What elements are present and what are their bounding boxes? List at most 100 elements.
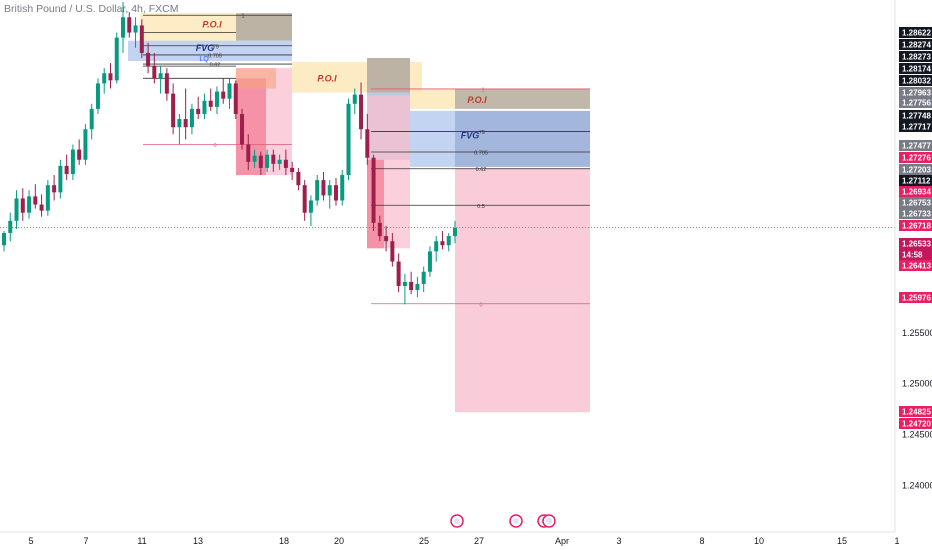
price-tag-1-26413: 1.26413	[902, 262, 931, 271]
price-tag-box	[899, 238, 932, 249]
price-tag-box	[899, 260, 932, 271]
candle-body	[183, 119, 188, 128]
candle-body	[415, 283, 420, 291]
price-tag-1-28032: 1.28032	[902, 77, 931, 86]
poi-zone-3-light	[410, 88, 455, 109]
candle-body	[409, 281, 414, 291]
candle-body	[233, 83, 238, 114]
candle-body	[265, 154, 270, 168]
candle-body	[158, 73, 163, 79]
price-tag-box	[899, 27, 932, 38]
candle-body	[252, 155, 257, 162]
candle-body	[177, 119, 182, 128]
candle-body	[8, 220, 13, 234]
candle-body	[434, 241, 439, 252]
price-tag-1-24825: 1.24825	[902, 408, 931, 417]
candle-body	[89, 108, 94, 130]
candle-body	[152, 66, 157, 79]
candle-body	[102, 73, 107, 84]
us-flag-icon-inner	[545, 517, 553, 525]
price-tag-box	[899, 197, 932, 208]
candle-body	[427, 251, 432, 272]
candle-body	[45, 185, 50, 211]
price-tag-1-28274: 1.28274	[902, 41, 931, 50]
candle-body	[359, 94, 364, 130]
candle-body	[196, 108, 201, 114]
price-tag-1-27756: 1.27756	[902, 99, 931, 108]
candle-body	[302, 185, 307, 213]
price-tag-box	[899, 121, 932, 132]
price-tag-box	[899, 186, 932, 197]
candle-body	[202, 100, 207, 114]
price-tag-box	[899, 292, 932, 303]
x-tick-label: 27	[474, 536, 484, 546]
poi-label-3: P.O.I	[467, 95, 487, 105]
candle-body	[114, 37, 119, 81]
candle-body	[208, 100, 213, 107]
price-tag-1-26533: 1.26533	[902, 240, 931, 249]
fib-label-b-2: 0.705	[474, 151, 488, 157]
price-tag-1-28622: 1.28622	[902, 29, 931, 38]
short-target-zone	[455, 167, 590, 413]
price-tag-1-26718: 1.26718	[902, 222, 931, 231]
lq-label: LQ	[199, 56, 209, 63]
fib-label-a-0: 1	[241, 14, 244, 20]
candle-body	[352, 94, 357, 104]
candle-body	[384, 236, 389, 242]
price-tag-1-28174: 1.28174	[902, 65, 931, 74]
price-tag-1-27717: 1.27717	[902, 123, 931, 132]
candle-body	[171, 93, 176, 128]
price-tag-box	[899, 249, 932, 260]
y-tick-label: 1.24000	[902, 480, 932, 490]
price-tag-1-27203: 1.27203	[902, 166, 931, 175]
candle-body	[390, 241, 395, 262]
candle-body	[315, 180, 320, 201]
price-tag-1-26733: 1.26733	[902, 210, 931, 219]
x-tick-label: Apr	[555, 536, 569, 546]
candle-body	[321, 180, 326, 196]
fib-label-a-4: 0	[213, 143, 216, 149]
x-tick-label: 8	[699, 536, 704, 546]
candle-body	[164, 73, 169, 94]
price-tag-box	[899, 63, 932, 74]
fib-label-b-0: 1	[481, 87, 484, 93]
x-tick-label: 3	[616, 536, 621, 546]
candle-body	[308, 200, 313, 213]
candle-body	[296, 171, 301, 186]
candle-body	[396, 261, 401, 286]
y-tick-label: 1.25000	[902, 379, 932, 389]
candle-body	[327, 185, 332, 196]
x-tick-label: 1	[894, 536, 899, 546]
price-tag-box	[899, 220, 932, 231]
price-tag-1-24720: 1.24720	[902, 420, 931, 429]
candle-body	[440, 241, 445, 246]
candle-body	[346, 103, 351, 176]
candle-body	[139, 25, 144, 53]
candle-body	[108, 73, 113, 81]
x-tick-label: 15	[837, 536, 847, 546]
candle-body	[121, 17, 126, 38]
candle-body	[39, 204, 44, 211]
candle-body	[240, 113, 245, 145]
candle-body	[283, 159, 288, 168]
candle-body	[64, 165, 69, 175]
fvg-label-2: FVG	[461, 130, 480, 140]
orange-box-1	[236, 68, 276, 89]
candle-body	[20, 198, 25, 213]
candle-body	[333, 185, 338, 201]
candle-body	[340, 175, 345, 201]
candle-body	[402, 281, 407, 286]
price-tag-box	[899, 164, 932, 175]
candle-body	[277, 159, 282, 164]
price-tag-box	[899, 51, 932, 62]
poi-zone-1-overlap	[236, 13, 292, 41]
candle-body	[371, 157, 376, 223]
y-tick-label: 1.24500	[902, 430, 932, 440]
candle-body	[227, 83, 232, 99]
candle-body	[189, 108, 194, 128]
candle-body	[133, 25, 138, 33]
price-tag-box	[899, 39, 932, 50]
price-tag-box	[899, 75, 932, 86]
candle-body	[83, 129, 88, 160]
